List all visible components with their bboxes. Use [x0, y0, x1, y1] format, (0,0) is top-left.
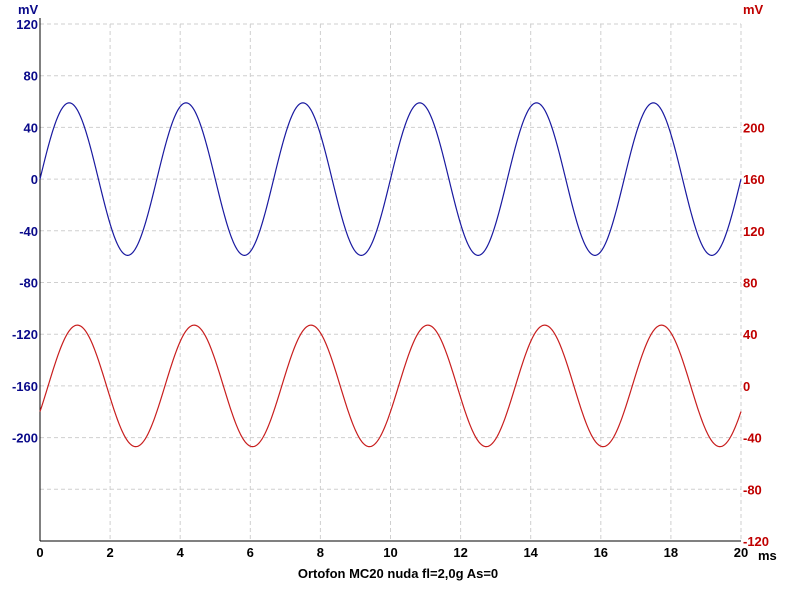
x-tick-label: 18 — [664, 545, 678, 560]
left-tick-label: -120 — [12, 327, 38, 342]
left-tick-label: 0 — [31, 172, 38, 187]
right-tick-label: -120 — [743, 534, 769, 549]
chart-title: Ortofon MC20 nuda fl=2,0g As=0 — [298, 566, 498, 581]
x-tick-label: 0 — [36, 545, 43, 560]
left-tick-label: -80 — [19, 276, 38, 291]
grid-lines — [40, 23, 742, 542]
left-tick-label: 120 — [16, 17, 38, 32]
x-tick-label: 8 — [317, 545, 324, 560]
right-tick-label: 120 — [743, 224, 765, 239]
series-layer — [39, 102, 742, 448]
left-axis-ticks: 120 80 40 0 -40 -80 -120 -160 -200 — [12, 17, 38, 446]
right-tick-label: 160 — [743, 172, 765, 187]
left-tick-label: -160 — [12, 379, 38, 394]
right-tick-label: 40 — [743, 327, 757, 342]
x-axis-ticks: 0 2 4 6 8 10 12 14 16 18 20 — [36, 545, 748, 560]
x-tick-label: 20 — [734, 545, 748, 560]
x-axis-unit: ms — [758, 548, 777, 563]
left-axis-unit: mV — [18, 2, 39, 17]
left-tick-label: 80 — [24, 69, 38, 84]
right-tick-label: 0 — [743, 379, 750, 394]
x-tick-label: 16 — [594, 545, 608, 560]
right-tick-label: -40 — [743, 431, 762, 446]
x-tick-label: 12 — [453, 545, 467, 560]
right-tick-label: -80 — [743, 482, 762, 497]
left-tick-label: -200 — [12, 431, 38, 446]
x-tick-label: 10 — [383, 545, 397, 560]
left-tick-label: -40 — [19, 224, 38, 239]
x-tick-label: 4 — [177, 545, 185, 560]
axes — [39, 18, 741, 542]
x-tick-label: 2 — [106, 545, 113, 560]
right-axis-unit: mV — [743, 2, 764, 17]
right-tick-label: 200 — [743, 120, 765, 135]
right-axis-ticks: 200 160 120 80 40 0 -40 -80 -120 — [743, 120, 769, 549]
left-tick-label: 40 — [24, 120, 38, 135]
x-tick-label: 14 — [523, 545, 538, 560]
series-line-2 — [39, 324, 742, 448]
right-tick-label: 80 — [743, 276, 757, 291]
x-tick-label: 6 — [247, 545, 254, 560]
series-line-1 — [39, 102, 742, 256]
